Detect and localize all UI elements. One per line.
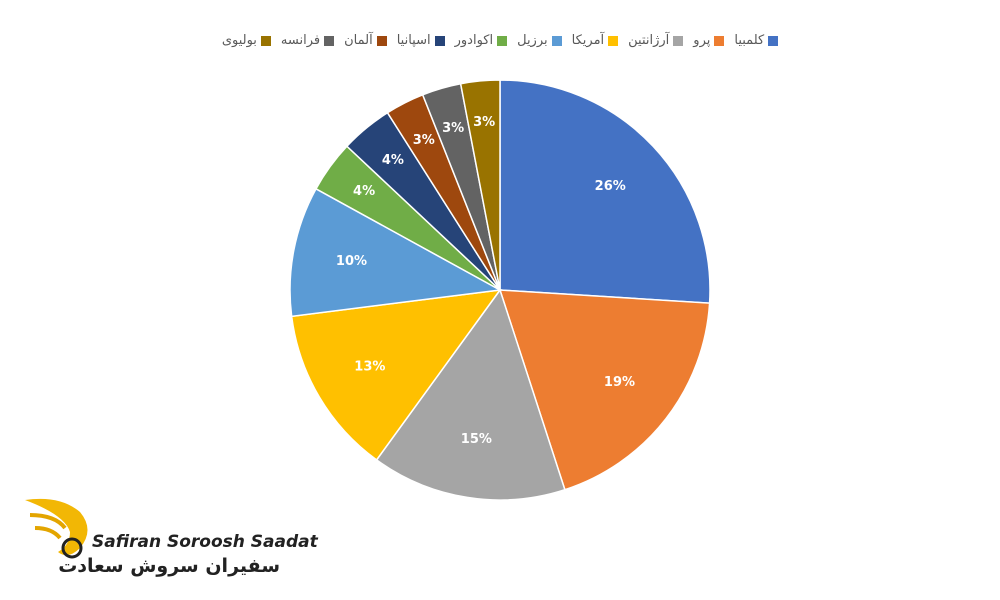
pie-slice [459, 79, 501, 291]
pie: 26% 19% 15% 13% 10% 4% 4% 3% 3% 3% [289, 79, 711, 501]
value-label: 13% [354, 359, 385, 374]
legend-label: اسپانیا [396, 33, 431, 48]
legend-item: برزیل [517, 33, 562, 48]
legend-item: بولیوی [222, 33, 271, 48]
legend-label: آلمان [344, 33, 373, 48]
legend-item: کلمبیا [734, 33, 779, 48]
legend-swatch [434, 35, 445, 46]
legend-label: کلمبیا [734, 33, 765, 48]
legend-label: بولیوی [221, 33, 257, 48]
legend-swatch [551, 35, 562, 46]
logo-text-en: Safiran Soroosh Saadat [92, 532, 319, 552]
legend-swatch [714, 35, 725, 46]
legend-swatch [768, 35, 779, 46]
value-label: 10% [336, 254, 367, 269]
logo-icon [25, 498, 88, 556]
legend-label: آرژانتین [628, 33, 670, 48]
value-label: 19% [604, 375, 635, 390]
logo-text-fa: سفیران سروش سعادت [58, 555, 280, 577]
legend-label: پرو [693, 33, 711, 48]
pie-slice [290, 289, 502, 461]
value-label: 3% [413, 133, 435, 148]
legend-item: پرو [693, 33, 725, 48]
legend-label: برزیل [517, 33, 548, 48]
value-label: 4% [382, 153, 404, 168]
legend-item: اسپانیا [397, 33, 445, 48]
value-label: 3% [473, 115, 495, 130]
logo: Safiran Soroosh Saadat سفیران سروش سعادت [25, 498, 319, 577]
value-label: 3% [442, 121, 464, 136]
legend-item: فرانسه [280, 33, 335, 48]
value-label: 15% [461, 432, 492, 447]
legend-label: اکوادور [454, 33, 494, 48]
legend-item: آرژانتین [628, 33, 684, 48]
legend-swatch [376, 35, 387, 46]
pie-slice [498, 289, 711, 491]
pie-slice [289, 187, 503, 318]
logo-wing [29, 513, 67, 540]
logo-swirl [61, 537, 83, 559]
legend-label: فرانسه [280, 33, 321, 48]
legend-swatch [260, 35, 271, 46]
legend-item: اکوادور [454, 33, 508, 48]
legend-swatch [497, 35, 508, 46]
legend-swatch [673, 35, 684, 46]
pie-slice [499, 79, 711, 304]
legend-item: آلمان [344, 33, 387, 48]
pie-slice [375, 288, 566, 501]
value-label: 26% [595, 179, 626, 194]
legend-swatch [608, 35, 619, 46]
value-label: 4% [353, 184, 375, 199]
legend-swatch [324, 35, 335, 46]
legend-label: آمریکا [571, 33, 605, 48]
legend: کلمبیا پرو آرژانتین آمریکا برزیل اکوادور اسپان… [0, 33, 1000, 48]
legend-item: آمریکا [572, 33, 619, 48]
